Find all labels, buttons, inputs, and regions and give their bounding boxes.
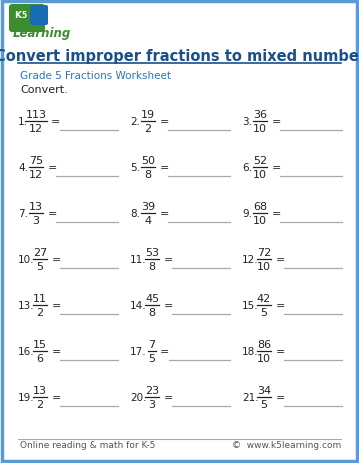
Text: =: = xyxy=(275,255,285,264)
Text: 17.: 17. xyxy=(130,346,146,356)
Text: 8: 8 xyxy=(148,307,155,317)
Text: 5: 5 xyxy=(37,262,43,271)
Text: =: = xyxy=(51,392,61,402)
Text: 9.: 9. xyxy=(242,208,252,219)
Text: 10: 10 xyxy=(253,124,267,134)
Text: 5.: 5. xyxy=(130,163,140,173)
Text: =: = xyxy=(47,163,57,173)
Text: 113: 113 xyxy=(25,110,47,120)
Text: 1.: 1. xyxy=(18,117,28,127)
Text: 13.: 13. xyxy=(18,300,34,310)
Text: 45: 45 xyxy=(145,294,159,303)
Text: 34: 34 xyxy=(257,385,271,395)
Text: 10: 10 xyxy=(253,216,267,225)
Text: 13: 13 xyxy=(29,201,43,212)
Text: 19: 19 xyxy=(141,110,155,120)
Text: 10: 10 xyxy=(257,353,271,363)
Text: 6.: 6. xyxy=(242,163,252,173)
Text: 52: 52 xyxy=(253,156,267,166)
Text: Online reading & math for K-5: Online reading & math for K-5 xyxy=(20,441,155,450)
Text: 16.: 16. xyxy=(18,346,34,356)
Text: 19.: 19. xyxy=(18,392,34,402)
Text: 5: 5 xyxy=(261,399,267,409)
Text: 4.: 4. xyxy=(18,163,28,173)
Text: 27: 27 xyxy=(33,247,47,257)
Text: 4: 4 xyxy=(144,216,151,225)
Text: 23: 23 xyxy=(145,385,159,395)
Text: =: = xyxy=(275,392,285,402)
Text: 10: 10 xyxy=(257,262,271,271)
Text: 68: 68 xyxy=(253,201,267,212)
Text: 5: 5 xyxy=(261,307,267,317)
Text: 15: 15 xyxy=(33,339,47,349)
Text: 12: 12 xyxy=(29,169,43,180)
Text: =: = xyxy=(275,300,285,310)
Text: =: = xyxy=(159,163,169,173)
Text: 20.: 20. xyxy=(130,392,146,402)
Text: 36: 36 xyxy=(253,110,267,120)
Text: =: = xyxy=(163,300,173,310)
Text: 8: 8 xyxy=(144,169,151,180)
Text: 13: 13 xyxy=(33,385,47,395)
Text: K: K xyxy=(14,12,22,20)
Text: 3.: 3. xyxy=(242,117,252,127)
Text: =: = xyxy=(271,208,281,219)
Text: 14.: 14. xyxy=(130,300,146,310)
Text: 2: 2 xyxy=(144,124,151,134)
FancyBboxPatch shape xyxy=(9,5,45,33)
Text: 12.: 12. xyxy=(242,255,258,264)
Text: 2.: 2. xyxy=(130,117,140,127)
Text: 75: 75 xyxy=(29,156,43,166)
Text: 10: 10 xyxy=(253,169,267,180)
Text: 5: 5 xyxy=(149,353,155,363)
Text: 11.: 11. xyxy=(130,255,146,264)
Text: =: = xyxy=(159,117,169,127)
FancyBboxPatch shape xyxy=(30,6,48,26)
Text: 15.: 15. xyxy=(242,300,258,310)
Text: 18.: 18. xyxy=(242,346,258,356)
Text: =: = xyxy=(51,346,61,356)
Text: 42: 42 xyxy=(257,294,271,303)
Text: 39: 39 xyxy=(141,201,155,212)
Text: Convert improper fractions to mixed numbers: Convert improper fractions to mixed numb… xyxy=(0,49,359,63)
Text: =: = xyxy=(159,208,169,219)
Text: 6: 6 xyxy=(37,353,43,363)
Text: Learning: Learning xyxy=(13,27,71,40)
Text: =: = xyxy=(275,346,285,356)
Text: 8.: 8. xyxy=(130,208,140,219)
Text: =: = xyxy=(47,208,57,219)
Text: 3: 3 xyxy=(149,399,155,409)
Text: =: = xyxy=(271,117,281,127)
Text: 86: 86 xyxy=(257,339,271,349)
Text: =: = xyxy=(271,163,281,173)
Text: 2: 2 xyxy=(36,399,43,409)
Text: =: = xyxy=(51,117,60,127)
Text: =: = xyxy=(160,346,169,356)
Text: 7.: 7. xyxy=(18,208,28,219)
Text: 5: 5 xyxy=(22,12,27,20)
Text: ©  www.k5learning.com: © www.k5learning.com xyxy=(232,441,341,450)
Text: =: = xyxy=(163,392,173,402)
Text: Grade 5 Fractions Worksheet: Grade 5 Fractions Worksheet xyxy=(20,71,171,81)
Text: Convert.: Convert. xyxy=(20,85,68,95)
Text: =: = xyxy=(163,255,173,264)
Text: 53: 53 xyxy=(145,247,159,257)
Text: 3: 3 xyxy=(33,216,39,225)
Text: 8: 8 xyxy=(148,262,155,271)
Text: =: = xyxy=(51,255,61,264)
Text: 2: 2 xyxy=(36,307,43,317)
Text: 72: 72 xyxy=(257,247,271,257)
Text: =: = xyxy=(51,300,61,310)
Text: 7: 7 xyxy=(148,339,155,349)
Text: 21.: 21. xyxy=(242,392,258,402)
Text: 50: 50 xyxy=(141,156,155,166)
Text: 12: 12 xyxy=(29,124,43,134)
Text: 10.: 10. xyxy=(18,255,34,264)
Text: 11: 11 xyxy=(33,294,47,303)
